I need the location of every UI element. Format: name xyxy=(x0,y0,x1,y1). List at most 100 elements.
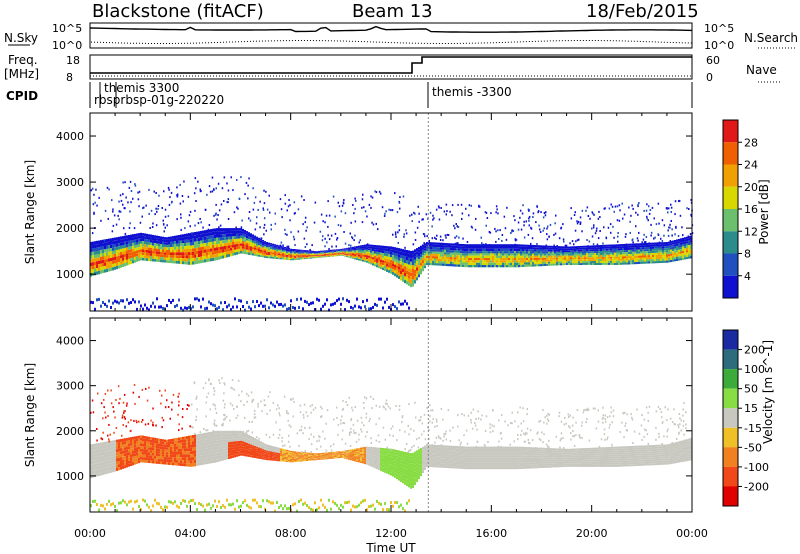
scatter-cell xyxy=(498,251,500,254)
scatter-cell xyxy=(614,254,616,257)
scatter-cell xyxy=(432,244,434,247)
scatter-point xyxy=(327,225,329,228)
ground-scatter-cell xyxy=(274,304,276,308)
scatter-cell xyxy=(580,259,582,262)
scatter-cell xyxy=(192,248,194,252)
scatter-cell xyxy=(140,243,142,247)
scatter-cell xyxy=(154,453,156,456)
scatter-cell xyxy=(516,246,518,249)
scatter-cell xyxy=(122,245,124,249)
scatter-cell xyxy=(246,235,248,239)
scatter-cell xyxy=(358,253,360,255)
scatter-cell xyxy=(570,263,572,265)
scatter-cell xyxy=(150,460,152,464)
scatter-cell xyxy=(256,236,258,239)
scatter-cell xyxy=(202,458,204,462)
scatter-point xyxy=(399,196,401,199)
scatter-cell xyxy=(316,256,318,258)
scatter-cell xyxy=(274,257,276,259)
scatter-cell xyxy=(494,265,496,268)
scatter-cell xyxy=(138,258,140,262)
scatter-cell xyxy=(684,237,686,240)
scatter-cell xyxy=(126,247,128,251)
scatter-cell xyxy=(316,255,318,256)
scatter-cell xyxy=(260,455,262,458)
scatter-cell xyxy=(486,248,488,252)
ground-scatter-cell xyxy=(182,308,184,312)
scatter-cell xyxy=(684,241,686,244)
scatter-cell xyxy=(434,256,436,259)
scatter-point xyxy=(682,234,684,237)
scatter-cell xyxy=(650,251,652,254)
scatter-cell xyxy=(562,252,564,254)
scatter-cell xyxy=(104,266,106,270)
scatter-cell xyxy=(536,255,538,258)
scatter-point xyxy=(284,194,286,197)
scatter-cell xyxy=(526,255,528,258)
scatter-cell xyxy=(234,247,236,250)
scatter-cell xyxy=(612,262,614,265)
scatter-point xyxy=(678,200,680,203)
scatter-cell xyxy=(430,253,432,256)
ground-scatter-cell xyxy=(90,300,92,304)
scatter-point xyxy=(690,198,692,201)
scatter-cell xyxy=(210,431,212,435)
ground-scatter-cell xyxy=(394,305,396,309)
scatter-cell xyxy=(218,446,220,450)
scatter-cell xyxy=(362,245,364,247)
scatter-cell xyxy=(184,240,186,243)
scatter-cell xyxy=(262,248,264,251)
scatter-cell xyxy=(208,454,210,458)
scatter-cell xyxy=(160,259,162,263)
scatter-point xyxy=(629,220,631,223)
scatter-point xyxy=(236,179,238,181)
scatter-cell xyxy=(336,253,338,255)
scatter-cell xyxy=(468,244,470,247)
scatter-cell xyxy=(224,255,226,258)
scatter-cell xyxy=(200,458,202,462)
scatter-cell xyxy=(410,250,412,255)
scatter-cell xyxy=(110,440,112,444)
ground-scatter-cell xyxy=(386,297,388,301)
scatter-cell xyxy=(406,253,408,257)
scatter-cell xyxy=(568,248,570,251)
scatter-cell xyxy=(518,253,520,256)
scatter-point xyxy=(155,192,157,194)
scatter-cell xyxy=(112,456,114,460)
scatter-cell xyxy=(326,250,328,251)
scatter-cell xyxy=(178,437,180,441)
scatter-cell xyxy=(218,455,220,459)
ground-scatter-cell xyxy=(154,305,156,309)
scatter-point xyxy=(657,202,660,205)
scatter-cell xyxy=(502,258,504,261)
scatter-cell xyxy=(650,261,652,264)
scatter-cell xyxy=(166,252,168,256)
scatter-cell xyxy=(270,453,272,455)
scatter-point xyxy=(268,194,270,197)
scatter-cell xyxy=(170,439,172,442)
scatter-cell xyxy=(380,252,382,255)
ground-scatter-cell xyxy=(248,305,250,309)
scatter-point xyxy=(444,234,447,237)
scatter-cell xyxy=(156,443,158,446)
scatter-cell xyxy=(128,235,130,238)
scatter-cell xyxy=(206,445,208,449)
scatter-cell xyxy=(434,242,436,245)
scatter-cell xyxy=(674,242,676,245)
scatter-cell xyxy=(102,246,104,250)
scatter-point xyxy=(248,211,251,213)
scatter-cell xyxy=(666,256,668,259)
scatter-cell xyxy=(228,444,230,448)
scatter-cell xyxy=(174,235,176,239)
scatter-cell xyxy=(146,460,148,463)
scatter-point xyxy=(447,234,450,236)
scatter-cell xyxy=(138,241,140,245)
scatter-cell xyxy=(462,244,464,247)
scatter-cell xyxy=(200,230,202,235)
scatter-cell xyxy=(228,430,230,434)
scatter-cell xyxy=(490,265,492,268)
scatter-cell xyxy=(268,252,270,254)
scatter-cell xyxy=(274,458,276,460)
scatter-point xyxy=(226,201,228,204)
